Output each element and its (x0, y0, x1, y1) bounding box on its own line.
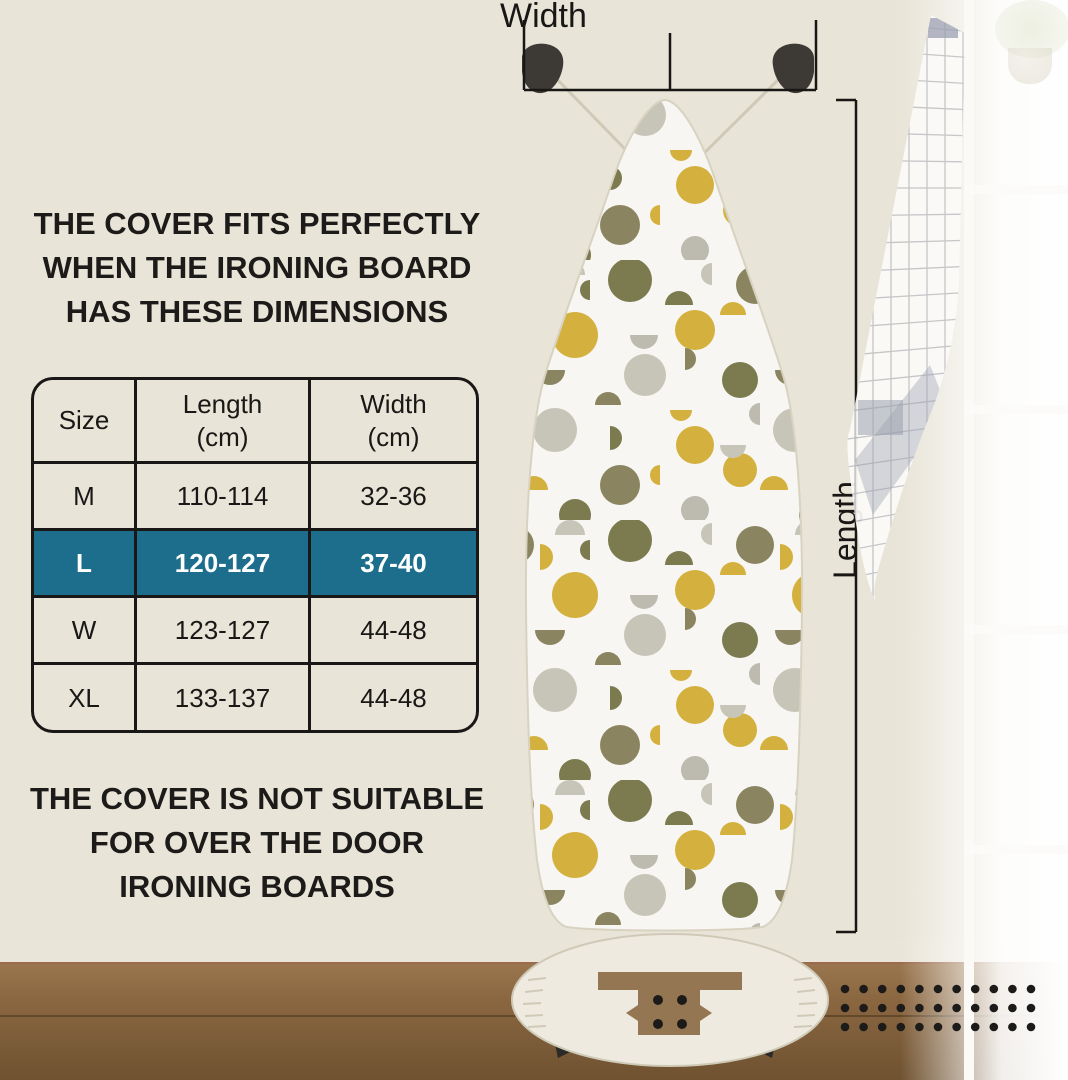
svg-text:Width: Width (500, 0, 587, 35)
